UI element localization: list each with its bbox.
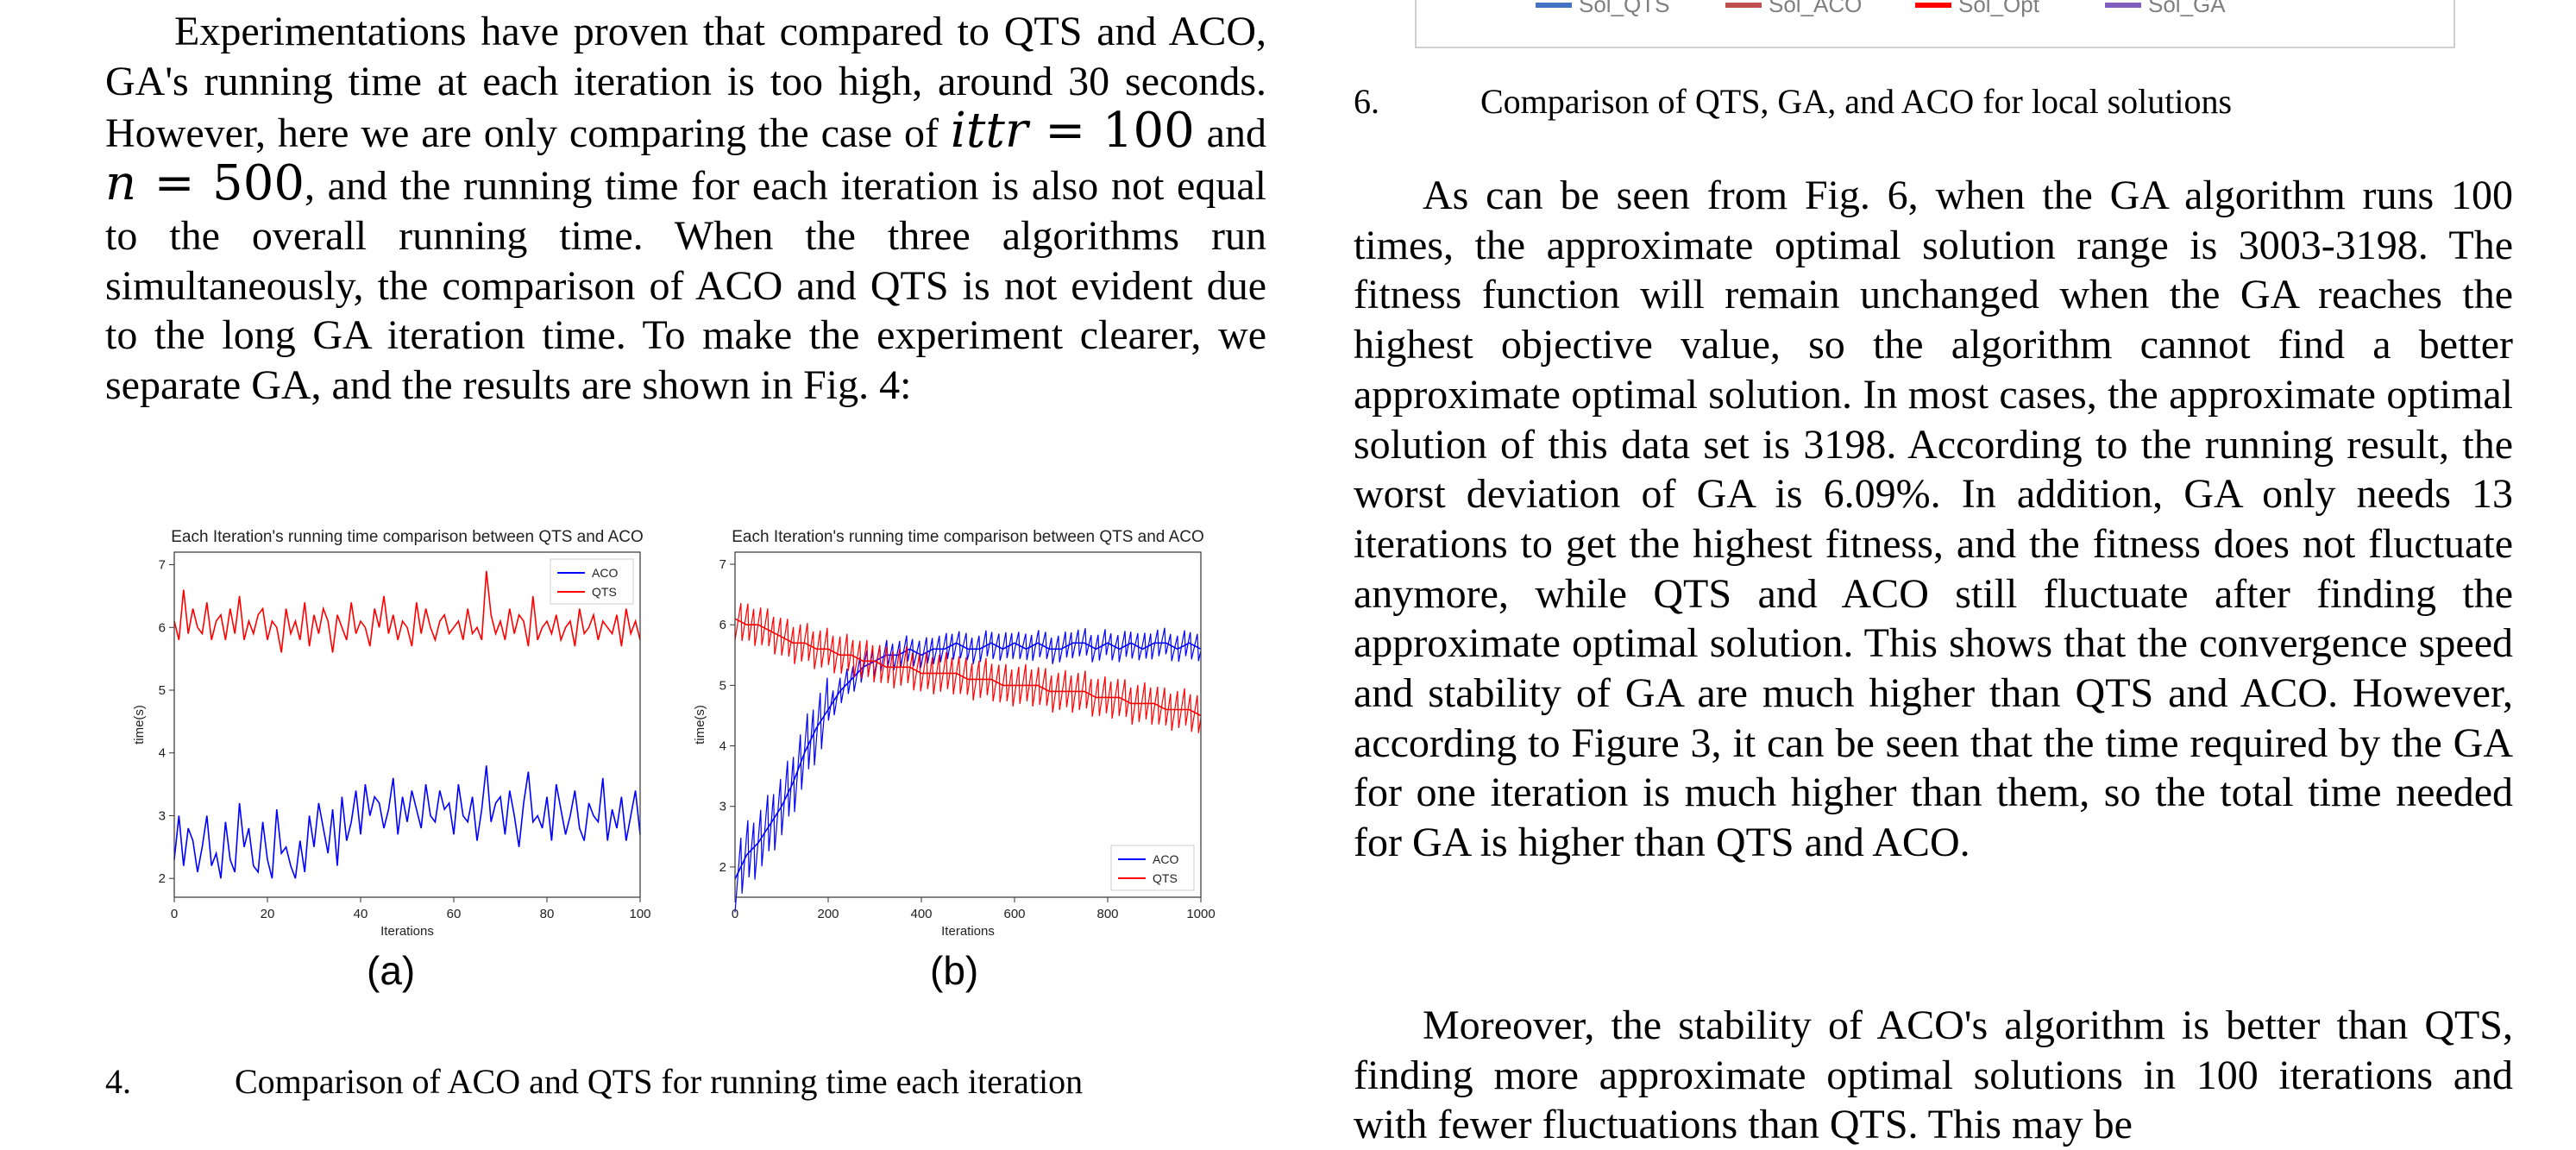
x-tick-label: 1000 <box>1186 907 1215 921</box>
plot-frame <box>173 551 641 898</box>
series-qts-noise <box>734 603 1202 733</box>
figure6-caption-text: Comparison of QTS, GA, and ACO for local… <box>1480 82 2233 121</box>
y-tick-label: 2 <box>719 860 726 875</box>
x-tick-label: 200 <box>817 907 839 921</box>
x-tick-label: 400 <box>910 907 932 921</box>
x-tick-label: 0 <box>732 907 738 921</box>
x-tick-label: 800 <box>1096 907 1118 921</box>
math-eq-100: = 100 <box>1027 103 1195 160</box>
right-paragraph-2: Moreover, the stability of ACO's algorit… <box>1354 1001 2513 1150</box>
series-aco-noise <box>734 627 1202 913</box>
left-para-part1: Experimentations have proven that compar… <box>105 9 1266 157</box>
y-tick-label: 5 <box>719 678 726 693</box>
y-axis-label: time(s) <box>693 705 707 745</box>
chart-title: Each Iteration's running time comparison… <box>732 528 1204 546</box>
legend-box <box>1110 845 1195 891</box>
x-tick-label: 80 <box>540 907 555 921</box>
x-tick-label: 0 <box>171 907 178 921</box>
legend-label-sol-ga: Sol_GA <box>2148 0 2226 17</box>
y-tick-label: 6 <box>719 618 726 632</box>
x-tick-label: 60 <box>447 907 462 921</box>
y-tick-label: 7 <box>159 558 166 573</box>
y-tick-label: 4 <box>159 746 166 761</box>
y-tick-label: 3 <box>159 808 166 823</box>
series-qts-line <box>173 570 641 653</box>
x-tick-label: 600 <box>1003 907 1025 921</box>
y-axis-label: time(s) <box>132 705 147 745</box>
x-axis-label: Iterations <box>941 924 995 939</box>
figure6-chart-frame <box>1415 0 2455 48</box>
legend-label-qts: QTS <box>1153 871 1178 885</box>
y-tick-label: 6 <box>159 620 166 635</box>
x-axis-label: Iterations <box>380 924 434 939</box>
right-para-1-text: As can be seen from Fig. 6, when the GA … <box>1354 173 2513 866</box>
right-para-2-text: Moreover, the stability of ACO's algorit… <box>1354 1002 2513 1148</box>
legend-box <box>550 558 634 605</box>
legend-label-sol-qts: Sol_QTS <box>1579 0 1670 17</box>
left-para-part3: , and the running time for each iteratio… <box>105 163 1266 408</box>
plot-frame <box>734 551 1202 898</box>
math-n: n <box>105 155 137 212</box>
right-paragraph-1: As can be seen from Fig. 6, when the GA … <box>1354 171 2513 868</box>
y-tick-label: 2 <box>159 871 166 886</box>
figure6-legend: Sol_QTS Sol_ACO Sol_Opt Sol_GA <box>1536 0 2226 17</box>
legend-label-aco: ACO <box>1153 852 1178 866</box>
left-paragraph: Experimentations have proven that compar… <box>105 7 1266 411</box>
figure6-caption-number: 6. <box>1354 82 1379 121</box>
figure4b-chart: Each Iteration's running time comparison… <box>693 528 1216 939</box>
y-tick-label: 3 <box>719 800 726 814</box>
figure4a-chart: Each Iteration's running time comparison… <box>132 528 651 939</box>
figure4-caption-text: Comparison of ACO and QTS for running ti… <box>235 1062 1084 1101</box>
x-tick-label: 40 <box>354 907 368 921</box>
x-tick-label: 20 <box>261 907 275 921</box>
series-qts-line <box>734 618 1202 717</box>
legend-label-qts: QTS <box>592 585 617 599</box>
series-aco-line <box>734 642 1202 880</box>
y-tick-label: 7 <box>719 557 726 572</box>
left-para-part2: and <box>1194 110 1266 157</box>
legend-label-sol-opt: Sol_Opt <box>1958 0 2040 17</box>
figure4-caption-number: 4. <box>105 1062 131 1101</box>
x-tick-label: 100 <box>629 907 650 921</box>
chart-title: Each Iteration's running time comparison… <box>171 528 644 546</box>
y-tick-label: 4 <box>719 739 726 754</box>
math-ittr: ittr <box>950 103 1028 160</box>
math-eq-500: = 500 <box>136 155 305 212</box>
y-tick-label: 5 <box>159 683 166 698</box>
figure4b-label: (b) <box>930 948 979 993</box>
figure4a-label: (a) <box>367 948 416 993</box>
legend-label-sol-aco: Sol_ACO <box>1769 0 1862 17</box>
series-aco-line <box>173 765 641 879</box>
legend-label-aco: ACO <box>592 566 618 580</box>
